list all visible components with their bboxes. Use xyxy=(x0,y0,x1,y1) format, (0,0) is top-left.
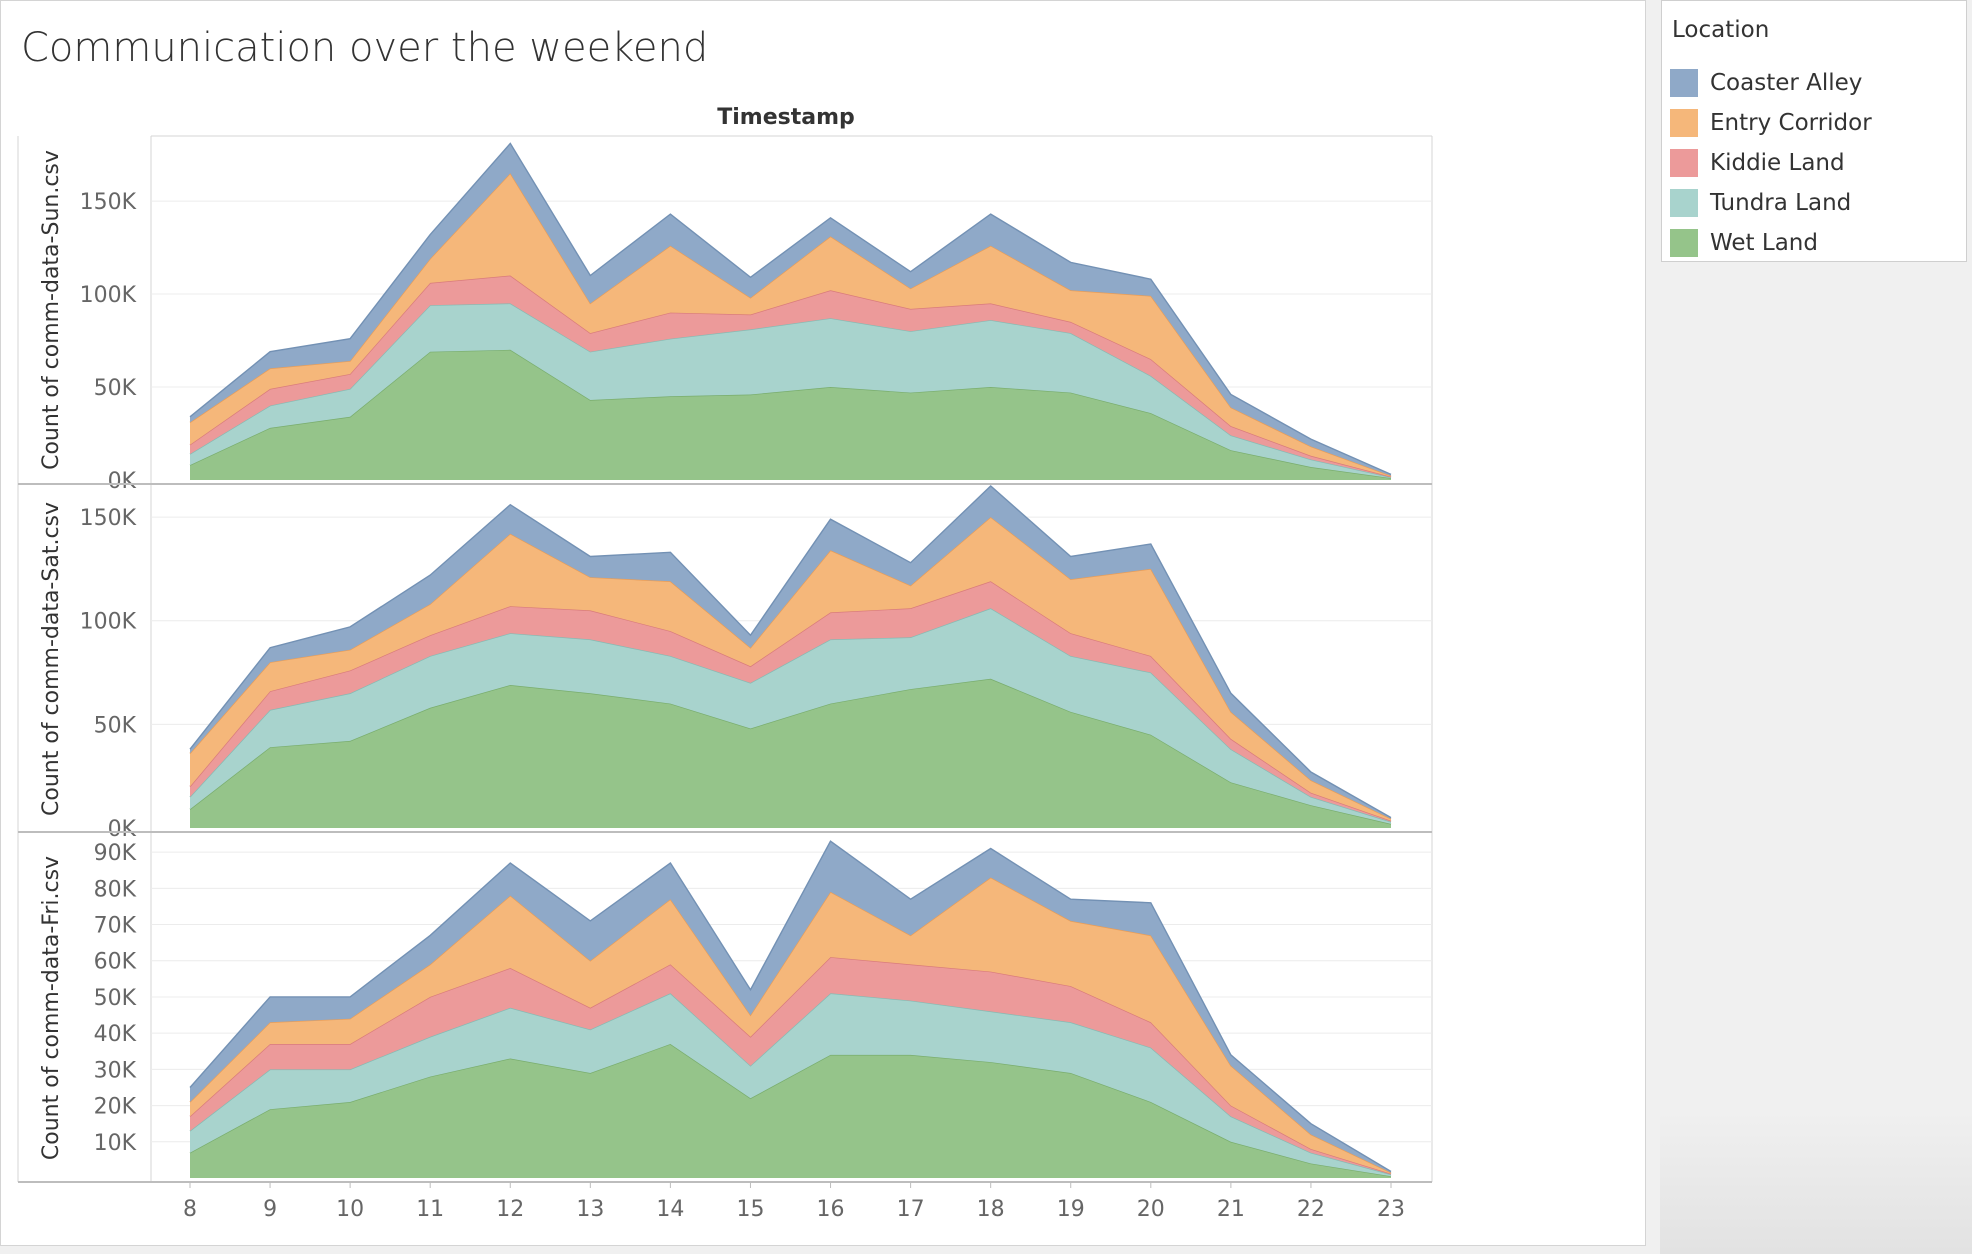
y-tick-label: 100K xyxy=(80,610,137,635)
x-tick-label: 21 xyxy=(1217,1197,1245,1222)
x-tick-label: 15 xyxy=(736,1197,764,1222)
area-coaster-alley xyxy=(190,486,1391,819)
y-tick-label: 150K xyxy=(80,506,137,531)
legend-label: Wet Land xyxy=(1710,230,1818,256)
x-tick-label: 10 xyxy=(336,1197,364,1222)
area-coaster-alley xyxy=(190,841,1391,1173)
legend-item-kiddie-land[interactable]: Kiddie Land xyxy=(1670,143,1872,183)
y-tick-label: 100K xyxy=(80,283,137,308)
legend-item-coaster-alley[interactable]: Coaster Alley xyxy=(1670,63,1872,103)
area-edge-coaster-alley xyxy=(189,485,1392,819)
y-tick-label: 0K xyxy=(108,469,137,494)
x-tick-label: 12 xyxy=(496,1197,524,1222)
x-tick-label: 22 xyxy=(1297,1197,1325,1222)
legend-label: Entry Corridor xyxy=(1710,110,1872,136)
panel-2: 0K 50K 100K 150K Count of comm-data-Sat.csv xyxy=(18,485,1432,842)
legend-item-tundra-land[interactable]: Tundra Land xyxy=(1670,183,1872,223)
y-tick-label: 10K xyxy=(94,1131,137,1156)
legend-item-wet-land[interactable]: Wet Land xyxy=(1670,223,1872,263)
y-tick-label: 150K xyxy=(80,190,137,215)
legend-label: Coaster Alley xyxy=(1710,70,1863,96)
area-wet-land xyxy=(190,678,1391,828)
x-tick-label: 18 xyxy=(977,1197,1005,1222)
area-tundra-land xyxy=(190,608,1391,824)
area-wet-land xyxy=(190,1044,1391,1178)
area-tundra-land xyxy=(190,993,1391,1177)
legend[interactable]: Location Coaster Alley Entry Corridor Ki… xyxy=(1661,0,1967,262)
legend-swatch xyxy=(1670,109,1698,137)
y-tick-label: 80K xyxy=(94,877,137,902)
x-axis: 8 9 10 11 12 13 14 15 16 17 18 19 20 21 22 23 xyxy=(183,1182,1405,1222)
background-shade xyxy=(1660,1110,1972,1254)
column-header: Timestamp xyxy=(717,105,855,130)
legend-swatch xyxy=(1670,229,1698,257)
area-kiddie-land xyxy=(190,957,1391,1175)
y-axis-label: Count of comm-data-Sat.csv xyxy=(39,502,64,816)
area-entry-corridor xyxy=(190,517,1391,821)
area-wet-land xyxy=(190,349,1391,480)
panel-3: 10K 20K 30K 40K 50K 60K 70K 80K 90K Count of comm… xyxy=(18,840,1432,1183)
x-tick-label: 13 xyxy=(576,1197,604,1222)
y-tick-label: 20K xyxy=(94,1095,137,1120)
y-tick-label: 0K xyxy=(108,817,137,842)
y-tick-label: 30K xyxy=(94,1058,137,1083)
legend-item-entry-corridor[interactable]: Entry Corridor xyxy=(1670,103,1872,143)
legend-label: Kiddie Land xyxy=(1710,150,1845,176)
y-axis-label: Count of comm-data-Sun.csv xyxy=(39,150,64,470)
x-tick-label: 19 xyxy=(1057,1197,1085,1222)
legend-title: Location xyxy=(1672,17,1770,43)
area-kiddie-land xyxy=(190,581,1391,822)
x-tick-label: 16 xyxy=(817,1197,845,1222)
x-tick-label: 17 xyxy=(897,1197,925,1222)
page-title: Communication over the weekend xyxy=(21,25,709,71)
y-axis-label: Count of comm-data-Fri.csv xyxy=(39,856,64,1160)
y-tick-label: 70K xyxy=(94,914,137,939)
y-tick-label: 50K xyxy=(94,986,137,1011)
x-tick-label: 9 xyxy=(263,1197,277,1222)
x-tick-label: 14 xyxy=(656,1197,684,1222)
legend-swatch xyxy=(1670,149,1698,177)
area-entry-corridor xyxy=(190,173,1391,477)
legend-list: Coaster Alley Entry Corridor Kiddie Land… xyxy=(1670,63,1872,263)
y-tick-label: 90K xyxy=(94,841,137,866)
x-tick-label: 23 xyxy=(1377,1197,1405,1222)
area-edge-coaster-alley xyxy=(189,840,1392,1173)
y-tick-label: 50K xyxy=(94,376,137,401)
legend-swatch xyxy=(1670,189,1698,217)
area-entry-corridor xyxy=(190,877,1391,1174)
x-tick-label: 20 xyxy=(1137,1197,1165,1222)
area-kiddie-land xyxy=(190,275,1391,478)
x-tick-label: 11 xyxy=(416,1197,444,1222)
area-edge-coaster-alley xyxy=(189,142,1392,476)
legend-swatch xyxy=(1670,69,1698,97)
y-tick-label: 40K xyxy=(94,1022,137,1047)
y-tick-label: 50K xyxy=(94,713,137,738)
area-tundra-land xyxy=(190,303,1391,479)
legend-label: Tundra Land xyxy=(1710,190,1852,216)
y-tick-label: 60K xyxy=(94,950,137,975)
panel-1: 0K 50K 100K 150K Count of comm-data-Sun.csv xyxy=(18,142,1432,494)
x-tick-label: 8 xyxy=(183,1197,197,1222)
